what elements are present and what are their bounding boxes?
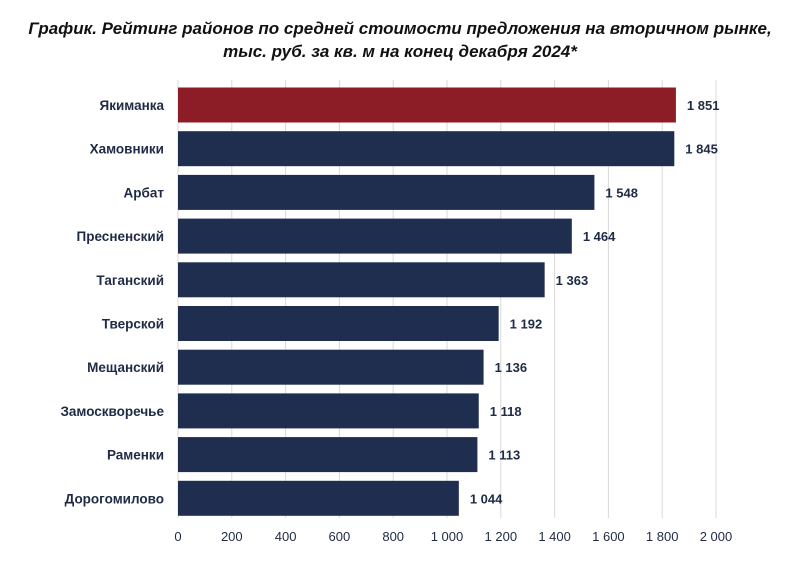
- bar: [178, 218, 572, 254]
- bar: [178, 437, 478, 473]
- category-label: Таганский: [96, 273, 164, 288]
- category-label: Тверской: [102, 317, 164, 332]
- value-label: 1 464: [583, 229, 616, 244]
- bars: [178, 87, 676, 516]
- x-tick-label: 2 000: [700, 529, 733, 544]
- x-tick-label: 800: [382, 529, 404, 544]
- x-tick-label: 1 600: [592, 529, 625, 544]
- category-label: Раменки: [107, 448, 164, 463]
- value-label: 1 845: [685, 142, 718, 157]
- labels: 0 200 400 600 800 1 000 1 200 1 400 1 600 1 800 2 …: [60, 98, 732, 544]
- x-tick-label: 200: [221, 529, 243, 544]
- bar: [178, 262, 545, 298]
- bar: [178, 87, 676, 123]
- category-label: Дорогомилово: [65, 491, 164, 506]
- value-label: 1 851: [687, 98, 720, 113]
- x-tick-label: 1 200: [485, 529, 518, 544]
- bar: [178, 174, 595, 210]
- category-label: Якиманка: [100, 98, 165, 113]
- bar: [178, 131, 675, 167]
- x-tick-label: 400: [275, 529, 297, 544]
- x-tick-label: 1 400: [538, 529, 571, 544]
- value-label: 1 363: [556, 273, 589, 288]
- value-label: 1 118: [490, 404, 522, 419]
- chart-title-line-1: График. Рейтинг районов по средней стоим…: [28, 19, 772, 38]
- x-tick-label: 0: [174, 529, 181, 544]
- chart-title-line-2: тыс. руб. за кв. м на конец декабря 2024…: [223, 42, 577, 61]
- value-label: 1 044: [470, 491, 503, 506]
- category-label: Хамовники: [90, 142, 164, 157]
- category-label: Мещанский: [87, 360, 164, 375]
- category-label: Арбат: [124, 185, 165, 200]
- value-label: 1 548: [605, 185, 638, 200]
- category-label: Пресненский: [77, 229, 164, 244]
- x-tick-label: 1 800: [646, 529, 679, 544]
- bar: [178, 306, 499, 341]
- value-label: 1 192: [510, 317, 543, 332]
- x-tick-label: 600: [329, 529, 351, 544]
- x-tick-label: 1 000: [431, 529, 464, 544]
- bar: [178, 480, 459, 516]
- bar: [178, 349, 484, 385]
- category-label: Замоскворечье: [60, 404, 164, 419]
- value-label: 1 113: [488, 448, 520, 463]
- value-label: 1 136: [495, 360, 528, 375]
- bar: [178, 393, 479, 429]
